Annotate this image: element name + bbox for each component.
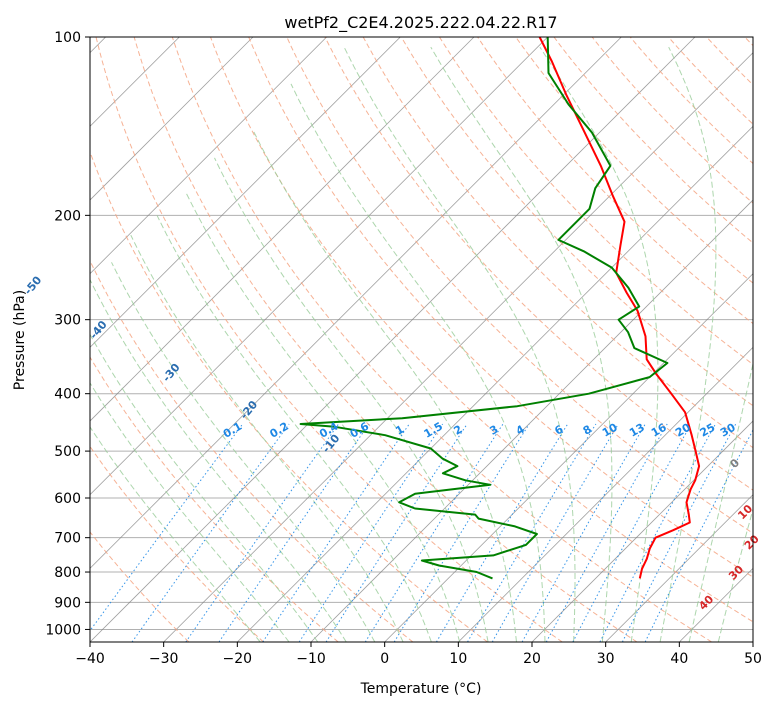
mixing-ratio-line [262, 423, 410, 642]
mixing-ratio-line [644, 428, 753, 642]
mixing-ratio-line [467, 423, 597, 642]
y-tick-label: 300 [54, 313, 81, 329]
dry-adiabat-line [286, 37, 753, 534]
dry-adiabat-line [90, 531, 190, 642]
mixing-ratio-line [131, 423, 290, 642]
mixing-ratio-line [521, 423, 646, 642]
data-series [299, 37, 701, 580]
mixing-ratio-line [572, 423, 692, 642]
x-tick-label: −40 [75, 651, 105, 667]
isotherm-line [90, 37, 327, 275]
moist-adiabat-line [90, 382, 290, 642]
isotherm-line [163, 52, 753, 642]
x-tick-label: 40 [670, 651, 688, 667]
moist-adiabat-line [688, 361, 753, 642]
moist-adiabat-line [290, 83, 546, 642]
isotherm-line [384, 273, 753, 642]
y-tick-label: 400 [54, 387, 81, 403]
y-tick-label: 600 [54, 491, 81, 507]
isotherm-line [531, 420, 753, 642]
y-tick-label: 100 [54, 30, 81, 46]
x-axis-label: Temperature (°C) [360, 681, 482, 697]
y-tick-label: 700 [54, 531, 81, 547]
isotherm-line [90, 37, 254, 201]
mixing-ratio-line [218, 423, 370, 642]
moist-adiabat-line [659, 46, 717, 642]
moist-adiabat-line [214, 157, 489, 642]
temperature-profile-line [538, 37, 701, 579]
moist-adiabat-line [130, 234, 404, 642]
isotherm-line [90, 37, 622, 569]
dry-adiabat-line [90, 356, 339, 642]
dry-adiabat-line [324, 37, 753, 491]
moist-adiabat-line [90, 426, 261, 642]
dry-adiabat-line [248, 37, 753, 578]
isotherm-line [90, 37, 548, 496]
moist-adiabat-line [111, 262, 376, 642]
mixing-ratio-line [364, 423, 504, 642]
dry-adiabat-line [477, 37, 753, 325]
y-tick-label: 900 [54, 595, 81, 611]
dry-adiabat-line [95, 37, 563, 642]
y-axis-label: Pressure (hPa) [12, 290, 28, 390]
mixing-ratio-line [599, 423, 716, 642]
mixing-ratio-line [545, 423, 668, 642]
x-tick-label: 0 [380, 651, 389, 667]
chart-title: wetPf2_C2E4.2025.222.04.22.R17 [284, 13, 557, 33]
mixing-ratio-line [621, 423, 737, 642]
x-tick-label: 50 [744, 651, 762, 667]
moist-adiabat-line [539, 46, 659, 642]
x-tick-label: 20 [523, 651, 541, 667]
dry-adiabat-line [171, 37, 712, 642]
y-tick-label: 800 [54, 565, 81, 581]
dry-adiabat-line [591, 37, 753, 204]
isotherm-line [237, 125, 753, 642]
dry-adiabat-line [362, 37, 753, 449]
moist-adiabat-line [186, 193, 461, 642]
isotherm-line [90, 37, 401, 348]
isotherm-line [90, 37, 475, 422]
moist-adiabat-line [156, 215, 432, 642]
x-tick-label: 10 [449, 651, 467, 667]
dry-adiabat-line [438, 37, 753, 366]
dry-adiabat-line [400, 37, 753, 407]
isotherm-line [605, 494, 753, 642]
mixing-ratio-line [393, 423, 530, 642]
moist-adiabat-line [90, 333, 319, 642]
axis-ticks: −40 −30 −20 −10 0 10 20 30 40 50 100 200 300 400 500 60… [45, 30, 762, 667]
moist-adiabat-line [430, 46, 613, 642]
moist-adiabat-line [90, 278, 347, 642]
y-tick-label: 500 [54, 444, 81, 460]
x-tick-label: −20 [223, 651, 253, 667]
dewpoint-profile-line [299, 37, 669, 580]
x-tick-label: −30 [149, 651, 179, 667]
x-tick-label: 30 [597, 651, 615, 667]
y-tick-label: 200 [54, 208, 81, 224]
mixing-ratio-line [185, 423, 340, 642]
plot-frame [89, 36, 754, 643]
moist-adiabat-line [343, 46, 576, 642]
isotherm-line [458, 346, 753, 642]
moist-adiabat-line [252, 130, 517, 642]
dry-adiabat-line [90, 150, 488, 642]
dry-adiabat-line [90, 259, 414, 642]
dry-adiabat-line [210, 37, 753, 623]
x-tick-label: −10 [296, 651, 326, 667]
y-tick-label: 1000 [45, 622, 81, 638]
